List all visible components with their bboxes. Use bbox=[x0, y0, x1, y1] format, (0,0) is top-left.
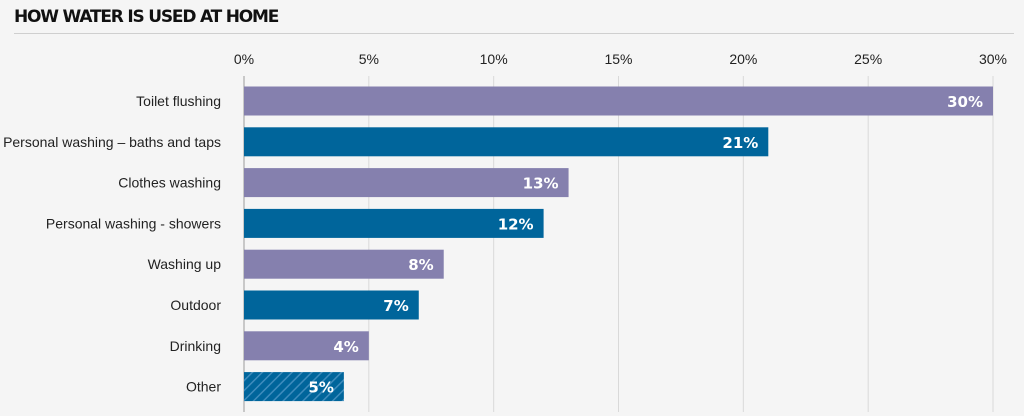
x-tick-label: 15% bbox=[604, 51, 632, 67]
category-label: Outdoor bbox=[170, 297, 221, 313]
category-label: Personal washing - showers bbox=[46, 215, 221, 231]
value-label: 12% bbox=[498, 215, 534, 233]
x-tick-label: 30% bbox=[979, 51, 1007, 67]
category-label: Washing up bbox=[148, 256, 222, 272]
category-label: Other bbox=[186, 379, 221, 395]
value-label: 8% bbox=[408, 256, 433, 274]
value-label: 30% bbox=[947, 93, 983, 111]
bar bbox=[244, 249, 444, 279]
grid-lines bbox=[243, 76, 994, 412]
x-axis-ticks: 0% 5% 10% 15% 20% 25% 30% bbox=[234, 51, 1007, 67]
category-label: Drinking bbox=[170, 338, 221, 354]
bars bbox=[244, 86, 993, 402]
x-tick-label: 10% bbox=[480, 51, 508, 67]
x-tick-label: 5% bbox=[359, 51, 379, 67]
bar bbox=[244, 86, 993, 116]
chart-title: HOW WATER IS USED AT HOME bbox=[14, 7, 279, 27]
category-label: Personal washing – baths and taps bbox=[3, 134, 221, 150]
category-label: Clothes washing bbox=[118, 175, 221, 191]
title-divider bbox=[14, 33, 1014, 34]
value-label: 5% bbox=[308, 379, 333, 397]
category-labels: Toilet flushing Personal washing – baths … bbox=[3, 93, 221, 395]
value-label: 7% bbox=[383, 297, 408, 315]
x-tick-label: 25% bbox=[854, 51, 882, 67]
bar bbox=[244, 290, 419, 320]
bar bbox=[244, 168, 569, 198]
bar bbox=[244, 331, 369, 361]
value-label: 21% bbox=[722, 134, 758, 152]
value-label: 13% bbox=[523, 175, 559, 193]
bar bbox=[244, 208, 544, 238]
value-labels: 30% 21% 13% 12% 8% 7% 4% 5% bbox=[308, 93, 983, 397]
x-tick-label: 0% bbox=[234, 51, 254, 67]
value-label: 4% bbox=[333, 338, 358, 356]
bar bbox=[244, 127, 769, 157]
category-label: Toilet flushing bbox=[136, 93, 221, 109]
bar bbox=[244, 372, 344, 402]
x-tick-label: 20% bbox=[729, 51, 757, 67]
